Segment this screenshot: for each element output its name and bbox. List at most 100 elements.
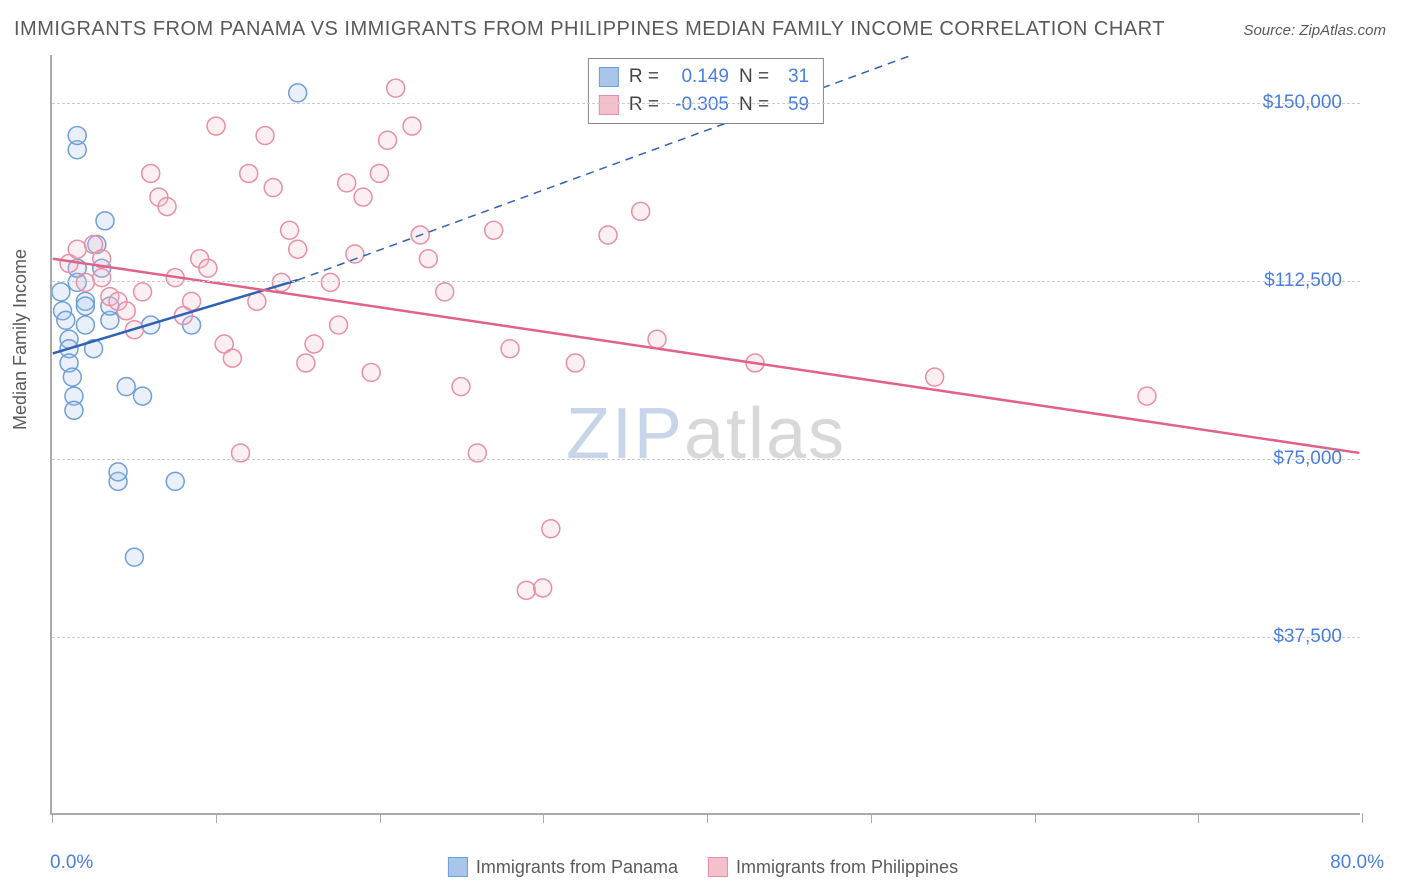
data-point xyxy=(926,368,944,386)
data-point xyxy=(485,221,503,239)
data-point xyxy=(256,127,274,145)
data-point xyxy=(632,202,650,220)
legend-r-value: 0.149 xyxy=(669,63,729,91)
legend-r-value: -0.305 xyxy=(669,91,729,119)
data-point xyxy=(65,401,83,419)
data-point xyxy=(436,283,454,301)
legend-n-label: N = xyxy=(739,91,769,119)
data-point xyxy=(117,302,135,320)
data-point xyxy=(346,245,364,263)
data-point xyxy=(599,226,617,244)
data-point xyxy=(1138,387,1156,405)
data-point xyxy=(354,188,372,206)
legend-item: Immigrants from Panama xyxy=(448,857,678,878)
data-point xyxy=(158,198,176,216)
data-point xyxy=(109,463,127,481)
y-tick-label: $37,500 xyxy=(1273,626,1342,648)
x-tick xyxy=(380,813,381,823)
legend-label: Immigrants from Panama xyxy=(476,857,678,877)
data-point xyxy=(134,387,152,405)
legend-n-value: 59 xyxy=(779,91,809,119)
data-point xyxy=(338,174,356,192)
data-point xyxy=(517,581,535,599)
x-tick xyxy=(1035,813,1036,823)
x-tick xyxy=(543,813,544,823)
trend-line xyxy=(53,259,1360,453)
legend-n-label: N = xyxy=(739,63,769,91)
data-point xyxy=(199,259,217,277)
data-point xyxy=(648,330,666,348)
data-point xyxy=(501,340,519,358)
legend-r-label: R = xyxy=(629,63,659,91)
data-point xyxy=(125,548,143,566)
x-tick xyxy=(1198,813,1199,823)
data-point xyxy=(68,127,86,145)
data-point xyxy=(240,164,258,182)
x-axis-min-label: 0.0% xyxy=(50,852,93,874)
data-point xyxy=(452,378,470,396)
legend-n-value: 31 xyxy=(779,63,809,91)
gridline-horizontal xyxy=(52,459,1360,460)
x-tick xyxy=(1362,813,1363,823)
data-point xyxy=(534,579,552,597)
data-point xyxy=(330,316,348,334)
data-point xyxy=(305,335,323,353)
data-point xyxy=(93,269,111,287)
x-tick xyxy=(216,813,217,823)
data-point xyxy=(207,117,225,135)
data-point xyxy=(297,354,315,372)
data-point xyxy=(362,363,380,381)
stats-legend-box: R = 0.149 N = 31R = -0.305 N = 59 xyxy=(588,58,824,124)
gridline-horizontal xyxy=(52,281,1360,282)
y-tick-label: $112,500 xyxy=(1264,270,1342,292)
y-tick-label: $75,000 xyxy=(1273,448,1342,470)
data-point xyxy=(403,117,421,135)
data-point xyxy=(281,221,299,239)
data-point xyxy=(289,240,307,258)
data-point xyxy=(134,283,152,301)
data-point xyxy=(289,84,307,102)
data-point xyxy=(96,212,114,230)
data-point xyxy=(264,179,282,197)
data-point xyxy=(542,520,560,538)
x-tick xyxy=(707,813,708,823)
data-point xyxy=(142,164,160,182)
stats-legend-row: R = 0.149 N = 31 xyxy=(599,63,809,91)
data-point xyxy=(76,273,94,291)
data-point xyxy=(57,311,75,329)
x-tick xyxy=(52,813,53,823)
data-point xyxy=(63,368,81,386)
y-tick-label: $150,000 xyxy=(1263,92,1342,114)
data-point xyxy=(321,273,339,291)
data-point xyxy=(68,240,86,258)
legend-item: Immigrants from Philippines xyxy=(708,857,958,878)
data-point xyxy=(379,131,397,149)
data-point xyxy=(166,472,184,490)
data-point xyxy=(370,164,388,182)
data-point xyxy=(76,297,94,315)
gridline-horizontal xyxy=(52,103,1360,104)
legend-swatch xyxy=(599,67,619,87)
source-credit: Source: ZipAtlas.com xyxy=(1243,22,1386,39)
gridline-horizontal xyxy=(52,637,1360,638)
legend-swatch xyxy=(448,857,468,877)
legend-swatch xyxy=(599,95,619,115)
scatter-svg xyxy=(52,55,1360,813)
x-axis-max-label: 80.0% xyxy=(1330,852,1384,874)
data-point xyxy=(387,79,405,97)
y-axis-title: Median Family Income xyxy=(10,249,31,430)
stats-legend-row: R =-0.305N =59 xyxy=(599,91,809,119)
chart-title: IMMIGRANTS FROM PANAMA VS IMMIGRANTS FRO… xyxy=(14,18,1165,41)
data-point xyxy=(419,250,437,268)
legend-swatch xyxy=(708,857,728,877)
legend-label: Immigrants from Philippines xyxy=(736,857,958,877)
data-point xyxy=(52,283,70,301)
data-point xyxy=(183,292,201,310)
data-point xyxy=(566,354,584,372)
data-point xyxy=(117,378,135,396)
data-point xyxy=(223,349,241,367)
data-point xyxy=(76,316,94,334)
x-tick xyxy=(871,813,872,823)
legend-bottom: Immigrants from Panama Immigrants from Ph… xyxy=(448,857,958,878)
plot-area: ZIPatlas R =0.149N =31R =-0.305N =59 $37… xyxy=(50,55,1360,815)
